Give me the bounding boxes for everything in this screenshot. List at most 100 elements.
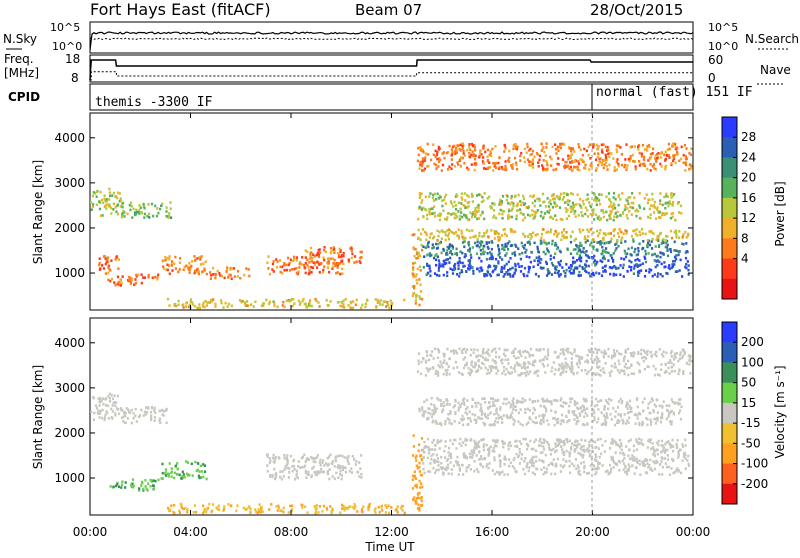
data-pixel: [426, 153, 428, 156]
data-pixel: [596, 167, 598, 170]
data-pixel: [577, 417, 579, 420]
data-pixel: [128, 411, 130, 414]
data-pixel: [192, 474, 194, 477]
data-pixel: [202, 463, 204, 466]
data-pixel: [597, 417, 599, 420]
data-pixel: [341, 305, 343, 308]
data-pixel: [665, 193, 667, 196]
data-pixel: [412, 234, 414, 237]
data-pixel: [450, 457, 452, 460]
data-pixel: [297, 465, 299, 468]
data-pixel: [647, 252, 649, 255]
data-pixel: [478, 232, 480, 235]
data-pixel: [169, 273, 171, 276]
data-pixel: [671, 370, 673, 373]
data-pixel: [446, 369, 448, 372]
data-pixel: [593, 255, 595, 258]
data-pixel: [467, 466, 469, 469]
data-pixel: [630, 269, 632, 272]
data-pixel: [537, 374, 539, 377]
data-pixel: [498, 348, 500, 351]
data-pixel: [426, 446, 428, 449]
data-pixel: [678, 211, 680, 214]
data-pixel: [611, 458, 613, 461]
data-pixel: [138, 487, 140, 490]
data-pixel: [444, 423, 446, 426]
data-pixel: [162, 265, 164, 268]
data-pixel: [497, 245, 499, 248]
data-pixel: [526, 423, 528, 426]
data-pixel: [125, 422, 127, 425]
data-pixel: [132, 412, 134, 415]
data-pixel: [502, 195, 504, 198]
data-pixel: [605, 424, 607, 427]
data-pixel: [599, 157, 601, 160]
data-pixel: [513, 355, 515, 358]
data-pixel: [684, 266, 686, 269]
data-pixel: [417, 268, 419, 271]
data-pixel: [459, 467, 461, 470]
data-pixel: [670, 251, 672, 254]
data-pixel: [560, 419, 562, 422]
data-pixel: [419, 297, 421, 300]
data-pixel: [432, 413, 434, 416]
data-pixel: [643, 156, 645, 159]
data-pixel: [585, 271, 587, 274]
data-pixel: [645, 233, 647, 236]
data-pixel: [463, 162, 465, 165]
data-pixel: [196, 470, 198, 473]
data-pixel: [284, 468, 286, 471]
data-pixel: [290, 259, 292, 262]
data-pixel: [659, 348, 661, 351]
data-pixel: [533, 407, 535, 410]
colorbar-tick-label: 20: [741, 171, 756, 185]
data-pixel: [555, 445, 557, 448]
data-pixel: [167, 298, 169, 301]
data-pixel: [612, 207, 614, 210]
data-pixel: [620, 445, 622, 448]
data-pixel: [568, 405, 570, 408]
data-pixel: [579, 259, 581, 262]
data-pixel: [581, 411, 583, 414]
data-pixel: [319, 252, 321, 255]
freq-strip: Freq. [MHz] 18 8 60 0 Nave: [4, 52, 791, 85]
data-pixel: [572, 202, 574, 205]
data-pixel: [487, 155, 489, 158]
data-pixel: [589, 157, 591, 160]
data-pixel: [591, 400, 593, 403]
data-pixel: [631, 254, 633, 257]
data-pixel: [161, 203, 163, 206]
data-pixel: [420, 361, 422, 364]
data-pixel: [538, 415, 540, 418]
data-pixel: [178, 300, 180, 303]
data-pixel: [566, 248, 568, 251]
data-pixel: [549, 272, 551, 275]
data-pixel: [575, 458, 577, 461]
data-pixel: [416, 282, 418, 285]
data-pixel: [609, 216, 611, 219]
data-pixel: [688, 360, 690, 363]
data-pixel: [483, 162, 485, 165]
data-pixel: [349, 506, 351, 509]
data-pixel: [477, 446, 479, 449]
data-pixel: [351, 250, 353, 253]
data-pixel: [206, 478, 208, 481]
data-pixel: [315, 508, 317, 511]
data-pixel: [552, 417, 554, 420]
data-pixel: [676, 467, 678, 470]
data-pixel: [472, 200, 474, 203]
data-pixel: [273, 454, 275, 457]
data-pixel: [266, 262, 268, 265]
data-pixel: [610, 213, 612, 216]
data-pixel: [685, 147, 687, 150]
data-pixel: [525, 356, 527, 359]
data-pixel: [527, 207, 529, 210]
data-pixel: [671, 420, 673, 423]
data-pixel: [659, 256, 661, 259]
data-pixel: [638, 423, 640, 426]
data-pixel: [177, 468, 179, 471]
data-pixel: [537, 233, 539, 236]
data-pixel: [443, 274, 445, 277]
data-pixel: [288, 471, 290, 474]
data-pixel: [434, 254, 436, 257]
